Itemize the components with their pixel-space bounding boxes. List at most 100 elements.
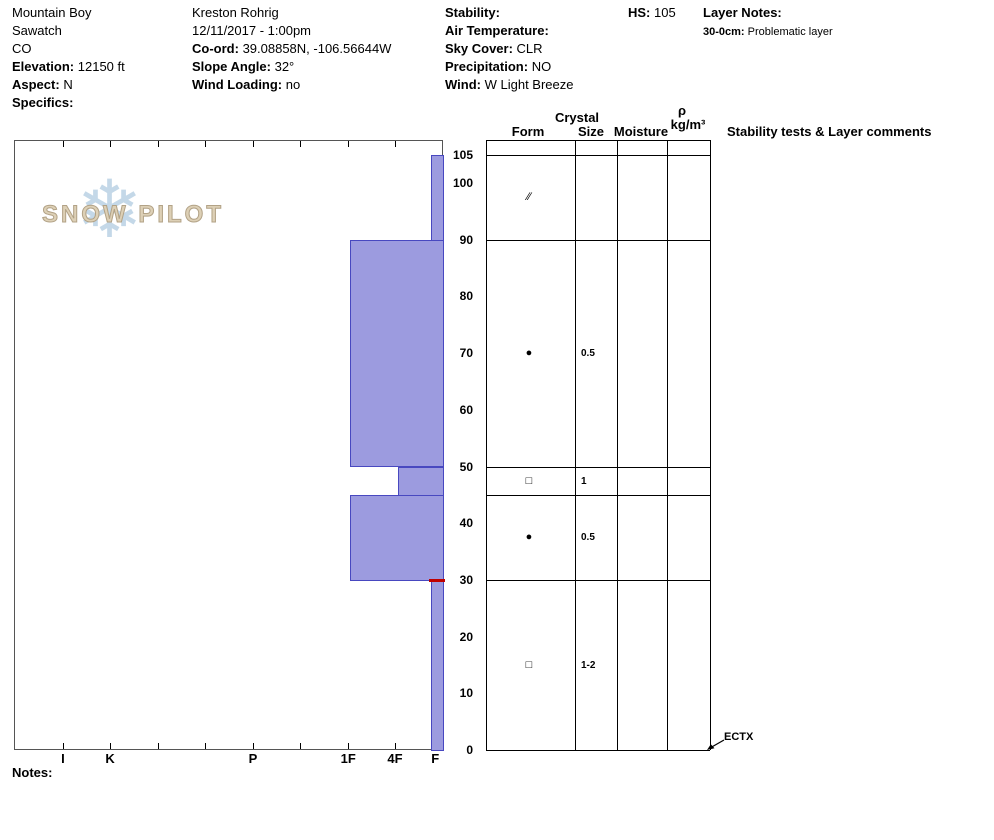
hardness-axis-label: 4F [387,751,403,766]
aspect-value: N [63,77,73,92]
density-unit-header: kg/m³ [670,117,706,132]
layer-notes-column: Layer Notes: 30-0cm: Problematic layer [703,4,833,39]
layer-note-item: 30-0cm: Problematic layer [703,25,833,39]
layer-notes-label: Layer Notes: [703,5,782,20]
comments-column-header: Stability tests & Layer comments [727,124,932,139]
layer-boundary-line [486,579,710,581]
hardness-tick [110,141,112,147]
slope-angle-value: 32° [274,59,295,74]
snow-height-row: HS: 105 [628,4,676,22]
coord-value: 39.08858N, -106.56644W [242,41,392,56]
grain-size-value: 0.5 [581,532,595,544]
depth-tick-label: 40 [459,516,473,531]
layer-note-range: 30-0cm: [703,26,745,38]
observer-name: Kreston Rohrig [192,5,279,20]
layer-boundary-line [486,750,710,751]
snow-layer-bar [350,239,444,468]
snow-layer-bar [431,579,444,751]
wind-loading-value: no [285,77,301,92]
grain-form-symbol: □ [525,658,533,671]
layer-boundary-line [486,466,710,468]
depth-tick-label: 60 [459,402,473,417]
hardness-tick [252,743,254,749]
layer-boundary-line [486,154,710,156]
hardness-tick [394,141,396,147]
wind-loading-row: Wind Loading: no [192,76,391,94]
grain-table-column-line [575,140,576,750]
form-column-header: Form [511,124,545,139]
snow-layer-bar [431,154,444,241]
hardness-tick [62,743,64,749]
problematic-layer-marker [429,578,445,582]
depth-tick-label: 20 [459,629,473,644]
air-temperature-label: Air Temperature: [445,23,549,38]
hardness-tick [158,743,160,749]
depth-tick-label: 100 [452,176,473,190]
grain-size-value: 1-2 [581,659,596,671]
hardness-tick [394,743,396,749]
observer-info-column: Kreston Rohrig 12/11/2017 - 1:00pm Co-or… [192,4,391,94]
precipitation-label: Precipitation: [445,59,529,74]
wind-loading-label: Wind Loading: [192,77,283,92]
site-elevation-row: Elevation: 12150 ft [12,58,125,76]
depth-tick-label: 80 [459,289,473,304]
notes-label: Notes: [12,765,53,780]
crystal-header: Crystal [554,110,600,125]
hardness-axis-label: 1F [340,751,356,766]
snowflake-icon: ❄ [76,165,144,254]
hardness-axis-label: F [431,751,440,766]
stability-label: Stability: [445,5,500,20]
grain-table-top-line [486,140,710,141]
snow-layer-bar [398,466,444,496]
site-name: Mountain Boy [12,5,92,20]
wind-row: Wind: W Light Breeze [445,76,573,94]
site-info-column: Mountain Boy Sawatch CO Elevation: 12150… [12,4,125,112]
hs-value: 105 [654,5,676,20]
site-state: CO [12,41,32,56]
sky-cover-value: CLR [516,41,543,56]
grain-table-column-line [667,140,668,750]
grain-form-symbol: ∕∕ [527,191,531,204]
hardness-tick [110,743,112,749]
coord-label: Co-ord: [192,41,239,56]
moisture-column-header: Moisture [613,124,669,139]
hardness-tick [300,743,302,749]
snow-layer-bar [350,494,444,581]
hardness-tick [204,141,206,147]
grain-table-column-line [617,140,618,750]
hardness-tick [204,743,206,749]
density-symbol-header: ρ [677,103,687,118]
layer-boundary-line [486,239,710,241]
hardness-tick [158,141,160,147]
aspect-label: Aspect: [12,77,60,92]
pit-datetime: 12/11/2017 - 1:00pm [192,23,312,38]
depth-tick-label: 0 [466,743,473,757]
hardness-axis-label: K [105,751,115,766]
elevation-value: 12150 ft [77,59,125,74]
site-aspect-row: Aspect: N [12,76,125,94]
depth-tick-label: 105 [452,147,473,162]
slope-angle-label: Slope Angle: [192,59,271,74]
depth-tick-label: 10 [459,686,473,701]
sky-cover-label: Sky Cover: [445,41,513,56]
grain-form-symbol: ● [525,347,533,360]
hardness-axis-label: P [248,751,258,766]
grain-table-column-line [486,140,487,750]
depth-tick-label: 70 [459,346,473,361]
grain-form-symbol: ● [525,531,533,544]
stability-test-result: ECTX [724,731,754,743]
specifics-label: Specifics: [12,95,74,110]
wind-value: W Light Breeze [484,77,574,92]
layer-note-text: Problematic layer [747,26,833,38]
grain-size-value: 0.5 [581,348,595,360]
size-column-header: Size [577,124,604,139]
grain-size-value: 1 [581,475,587,487]
hardness-tick [252,141,254,147]
hardness-tick [300,141,302,147]
site-range: Sawatch [12,23,62,38]
grain-table-column-line [710,140,711,750]
slope-angle-row: Slope Angle: 32° [192,58,391,76]
hardness-tick [62,141,64,147]
conditions-column: Stability: Air Temperature: Sky Cover: C… [445,4,573,94]
precipitation-row: Precipitation: NO [445,58,573,76]
